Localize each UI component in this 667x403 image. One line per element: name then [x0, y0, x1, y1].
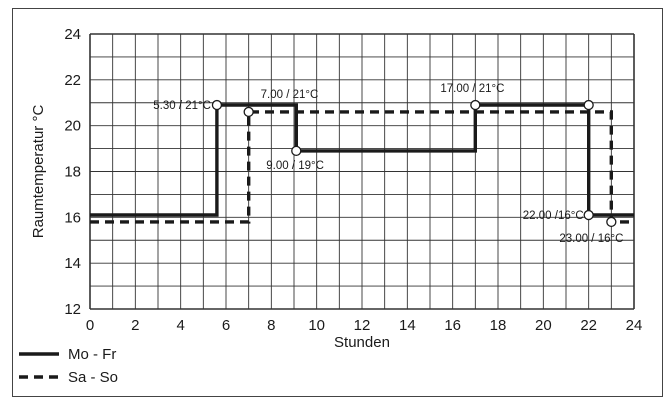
- y-tick-labels: 12 14 16 18 20 22 24: [64, 26, 81, 318]
- point-marker: [291, 145, 302, 157]
- y-tick-label: 24: [64, 26, 81, 43]
- x-tick-label: 4: [176, 317, 184, 334]
- x-tick-label: 20: [535, 317, 552, 334]
- point-annotations: 5.30 / 21°C 7.00 / 21°C 9.00 / 19°C 17.00 /…: [153, 83, 623, 245]
- legend-label: Sa - So: [68, 369, 118, 386]
- point-annotation: 23.00 / 16°C: [559, 233, 623, 245]
- x-tick-label: 8: [267, 317, 275, 334]
- chart-frame: 0 2 4 6 8 10 12 14 16 18 20 22 24 12 14 16 18 20 22 24 5.3…: [12, 8, 663, 397]
- x-tick-label: 16: [444, 317, 461, 334]
- point-annotation: 22.00 /16°C: [523, 210, 584, 222]
- x-tick-label: 10: [308, 317, 325, 334]
- x-tick-label: 22: [580, 317, 597, 334]
- point-markers: [211, 99, 617, 228]
- y-axis-label: Raumtemperatur °C: [30, 105, 47, 239]
- legend: Mo - Fr Sa - So: [19, 346, 118, 386]
- x-tick-label: 0: [86, 317, 94, 334]
- point-marker: [583, 99, 594, 111]
- x-tick-label: 14: [399, 317, 416, 334]
- x-tick-label: 2: [131, 317, 139, 334]
- point-annotation: 5.30 / 21°C: [153, 100, 211, 112]
- point-marker: [470, 99, 481, 111]
- y-tick-label: 12: [64, 301, 81, 318]
- x-tick-label: 24: [626, 317, 643, 334]
- x-tick-label: 18: [490, 317, 507, 334]
- x-axis-label: Stunden: [334, 334, 390, 351]
- point-marker: [583, 209, 594, 221]
- y-tick-label: 16: [64, 209, 81, 226]
- point-marker: [606, 216, 617, 228]
- x-tick-label: 6: [222, 317, 230, 334]
- y-tick-label: 18: [64, 164, 81, 181]
- point-annotation: 17.00 / 21°C: [440, 83, 504, 95]
- legend-label: Mo - Fr: [68, 346, 116, 363]
- point-annotation: 7.00 / 21°C: [261, 89, 319, 101]
- x-tick-label: 12: [354, 317, 371, 334]
- y-tick-label: 22: [64, 72, 81, 89]
- y-tick-label: 14: [64, 255, 81, 272]
- series-line-weekday: [90, 103, 634, 217]
- point-marker: [243, 106, 254, 118]
- x-tick-labels: 0 2 4 6 8 10 12 14 16 18 20 22 24: [86, 317, 643, 334]
- series-lines: [90, 103, 634, 224]
- grid: [89, 33, 635, 310]
- point-annotation: 9.00 / 19°C: [266, 160, 324, 172]
- point-marker: [211, 99, 223, 111]
- y-tick-label: 20: [64, 118, 81, 135]
